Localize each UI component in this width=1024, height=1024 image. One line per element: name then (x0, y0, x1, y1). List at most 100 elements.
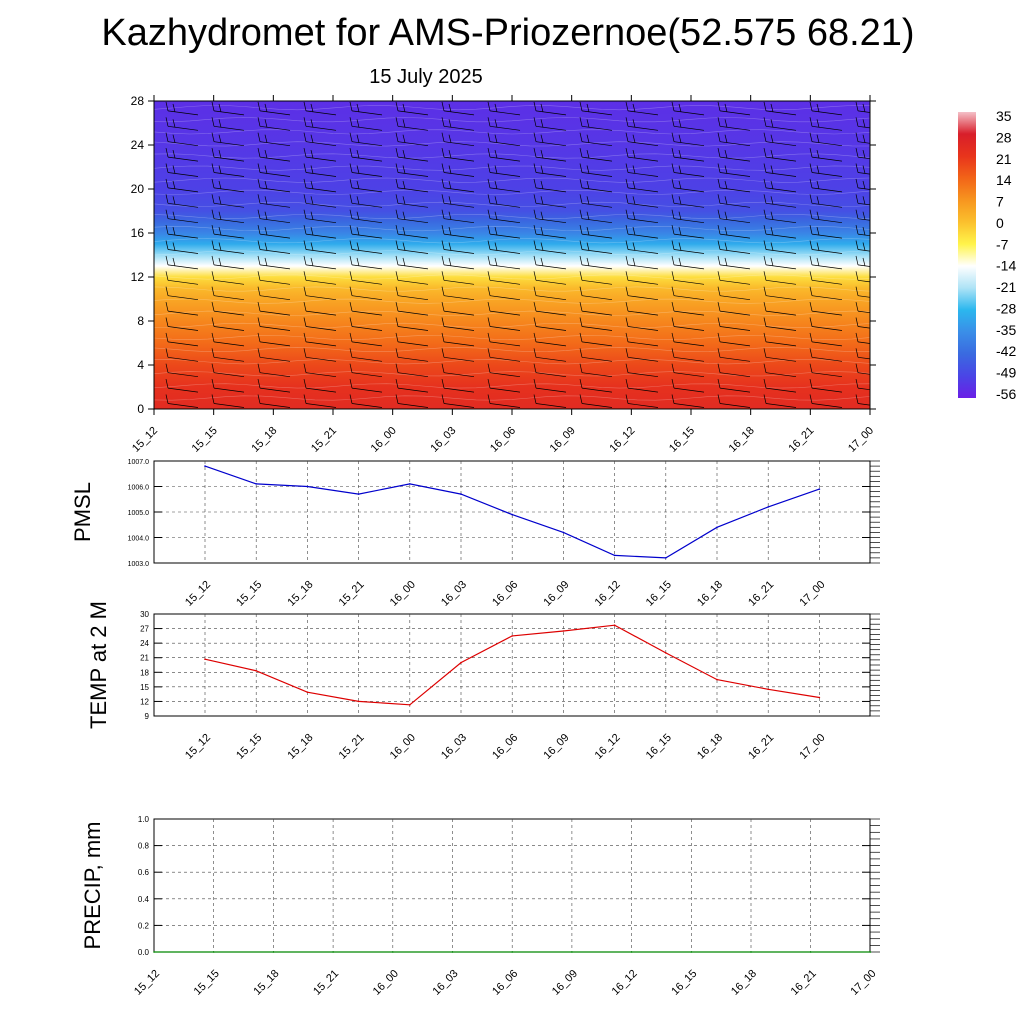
wind-barb (533, 317, 567, 331)
wind-barb (671, 163, 705, 177)
data-point (613, 554, 616, 557)
wind-barb (579, 348, 613, 362)
y-tick-label: 27 (140, 625, 149, 634)
heatmap-x-tick-label: 15_15 (190, 425, 220, 455)
wind-barb (303, 363, 337, 378)
wind-barb (671, 394, 705, 408)
colorbar-tick-label: -28 (996, 300, 1016, 316)
colorbar-tick-label: -49 (996, 365, 1016, 381)
data-point (460, 661, 462, 664)
y-tick-label: 21 (140, 654, 149, 663)
wind-barb (717, 117, 751, 131)
wind-barb (441, 379, 475, 393)
wind-barb (395, 101, 429, 116)
wind-barb (303, 332, 337, 347)
wind-barb (395, 209, 429, 224)
wind-barb (533, 117, 567, 131)
wind-barb (303, 225, 337, 239)
wind-barb (303, 255, 337, 270)
wind-barb (487, 379, 521, 393)
wind-barb (671, 117, 705, 131)
x-tick-label: 16_18 (695, 732, 725, 762)
wind-barb (257, 240, 291, 254)
wind-barb (671, 255, 705, 270)
wind-barb (625, 209, 659, 224)
wind-barb (855, 194, 870, 206)
wind-barb (395, 302, 429, 316)
wind-barb (211, 255, 245, 270)
data-point (665, 652, 667, 654)
wind-barb (855, 379, 870, 391)
wind-barb (855, 163, 870, 175)
wind-barb (349, 363, 383, 378)
wind-barb (809, 240, 843, 254)
wind-barb (349, 148, 383, 162)
wind-barb (625, 117, 659, 131)
heatmap-x-tick-label: 15_18 (249, 425, 279, 455)
wind-barb (487, 317, 521, 331)
wind-barb (809, 209, 843, 224)
x-tick-label: 16_00 (371, 968, 401, 998)
wind-barb (855, 332, 870, 344)
wind-barb (533, 132, 567, 147)
wind-barb (395, 379, 429, 393)
wind-barb (625, 348, 659, 362)
data-point (511, 635, 513, 637)
wind-barb (671, 178, 705, 193)
wind-barb (579, 332, 613, 347)
contour-line (154, 238, 870, 244)
x-tick-label: 15_21 (337, 579, 367, 609)
y-tick-label: 12 (140, 697, 149, 706)
wind-barb (257, 194, 291, 208)
colorbar-tick-label: 21 (996, 151, 1012, 167)
wind-barb (441, 394, 475, 408)
x-tick-label: 16_03 (439, 579, 469, 609)
data-point (818, 696, 821, 699)
wind-barb (533, 209, 567, 224)
wind-barb (533, 240, 567, 254)
contour-line (154, 153, 870, 159)
colorbar-tick-label: 0 (996, 215, 1004, 231)
wind-barb (855, 225, 870, 237)
wind-barb (303, 394, 337, 408)
contour-line (154, 214, 870, 220)
x-tick-label: 16_03 (439, 732, 469, 762)
wind-barb (395, 255, 429, 270)
wind-barb (441, 148, 475, 162)
y-axis-title: PRECIP, mm (80, 822, 105, 950)
wind-barb (395, 132, 429, 147)
data-point (204, 465, 206, 467)
x-tick-label: 16_06 (490, 579, 520, 609)
wind-barb (671, 101, 705, 116)
wind-barb (579, 163, 613, 177)
wind-barb (625, 394, 659, 408)
contour-line (154, 395, 870, 401)
wind-barb (441, 332, 475, 347)
wind-barb (671, 332, 705, 347)
wind-barb (717, 363, 751, 378)
wind-barbs (165, 101, 870, 408)
wind-barb (671, 240, 705, 254)
data-point (750, 951, 752, 953)
data-point (272, 951, 275, 953)
data-point (409, 483, 411, 485)
x-tick-label: 16_12 (610, 968, 640, 998)
wind-barb (303, 101, 337, 116)
wind-barb (855, 363, 870, 375)
x-tick-label: 15_15 (234, 579, 264, 609)
wind-barb (763, 332, 797, 347)
wind-barb (257, 394, 291, 408)
contour-line (154, 383, 870, 389)
heatmap-x-tick-label: 16_18 (727, 425, 757, 455)
wind-barb (533, 348, 567, 362)
x-tick-label: 15_21 (311, 968, 341, 998)
wind-barb (303, 271, 337, 285)
wind-barb (855, 286, 870, 298)
wind-barb (579, 394, 613, 408)
wind-barb (441, 271, 475, 285)
data-point (818, 488, 821, 490)
wind-barb (763, 117, 797, 131)
wind-barb (717, 379, 751, 393)
wind-barb (533, 148, 567, 162)
wind-barb (579, 363, 613, 378)
